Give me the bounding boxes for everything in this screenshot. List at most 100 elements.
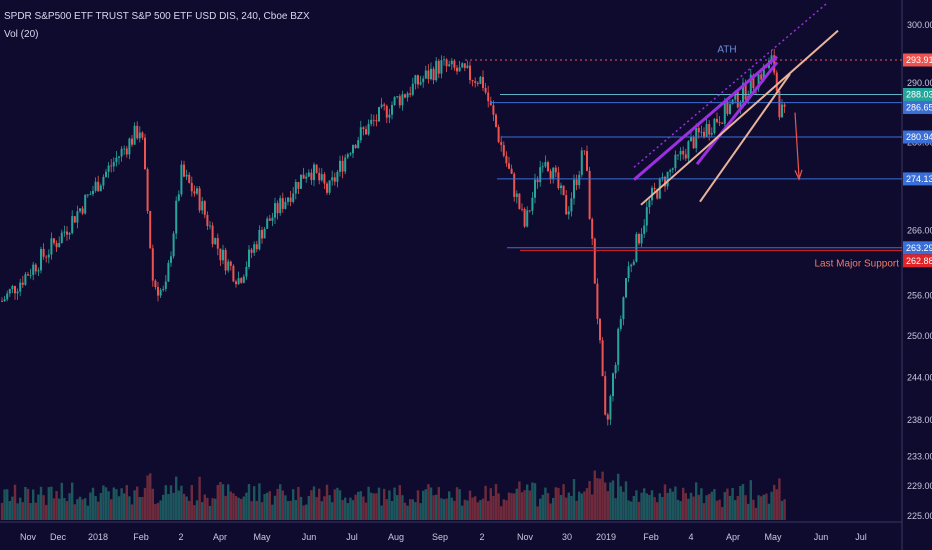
volume-bar: [52, 498, 56, 520]
candle-body: [235, 281, 237, 285]
volume-bar: [349, 497, 352, 520]
candle-body: [739, 101, 742, 108]
volume-bar: [331, 502, 334, 520]
volume-bar: [11, 496, 14, 520]
candle-body: [141, 132, 144, 138]
time-axis-tick: Apr: [213, 532, 227, 542]
volume-bar: [513, 493, 516, 520]
volume-bar: [567, 492, 570, 520]
volume-bar: [325, 484, 329, 520]
candle-body: [401, 94, 404, 106]
candle-body: [612, 373, 614, 397]
candle-body: [375, 120, 378, 122]
price-axis-tick: 256.00: [907, 291, 932, 301]
volume-bar: [575, 500, 578, 520]
candle-body: [619, 319, 622, 329]
candle-body: [315, 164, 318, 173]
volume-bar: [609, 482, 612, 520]
volume-bar: [721, 506, 724, 520]
volume-bar: [26, 488, 30, 520]
volume-bar: [650, 490, 654, 520]
volume-bar: [253, 486, 256, 520]
candle-body: [661, 176, 664, 179]
candle-body: [300, 174, 302, 189]
candle-body: [162, 288, 165, 291]
candle-body: [497, 126, 500, 142]
volume-bar: [211, 498, 214, 520]
candle-body: [40, 248, 42, 271]
volume-bar: [107, 491, 110, 520]
candle-body: [458, 67, 461, 72]
volume-bar: [16, 503, 19, 520]
candle-body: [770, 55, 773, 61]
candle-body: [128, 138, 131, 155]
volume-bar: [266, 492, 269, 520]
candle-body: [653, 187, 656, 190]
price-level-tag: [903, 100, 932, 114]
volume-bar: [172, 492, 175, 520]
volume-bar: [359, 491, 362, 520]
candle-body: [580, 150, 583, 175]
candle-body: [599, 318, 601, 341]
price-level-tag-label: 288.03: [906, 89, 932, 99]
candle-body: [500, 141, 503, 145]
candle-body: [450, 60, 453, 65]
candle-body: [385, 105, 388, 118]
time-axis-tick: 4: [688, 532, 693, 542]
candle-body: [133, 125, 136, 145]
volume-bar: [531, 482, 534, 520]
candle-body: [684, 154, 687, 159]
candle-body: [534, 179, 536, 198]
volume-bar: [312, 486, 316, 520]
volume-bar: [247, 484, 251, 520]
volume-bar: [406, 505, 409, 520]
volume-bar: [255, 500, 258, 520]
candle-body: [216, 238, 219, 249]
volume-bar: [617, 473, 620, 520]
volume-bar: [0, 503, 4, 520]
volume-bar: [544, 487, 547, 520]
candle-body: [677, 154, 679, 156]
volume-bar: [346, 503, 349, 520]
price-axis-tick: 229.00: [907, 481, 932, 491]
candle-body: [339, 160, 341, 172]
volume-bar: [149, 473, 152, 520]
volume-bar: [497, 493, 500, 520]
volume-bar: [383, 488, 386, 520]
volume-bar: [554, 487, 557, 520]
volume-bar: [112, 487, 115, 520]
volume-bar: [505, 500, 508, 520]
volume-bar: [232, 493, 235, 520]
candle-body: [690, 136, 692, 142]
candle-body: [63, 231, 66, 233]
candle-body: [255, 244, 258, 250]
volume-bar: [367, 486, 370, 520]
volume-bar: [159, 500, 162, 520]
candle-body: [742, 82, 744, 102]
volume-bar: [271, 504, 274, 520]
volume-bar: [692, 496, 695, 520]
volume-bar: [580, 493, 583, 520]
volume-bar: [336, 487, 339, 520]
candle-body: [575, 179, 578, 186]
time-axis-tick: Nov: [517, 532, 534, 542]
candle-body: [557, 172, 560, 189]
volume-bar: [198, 476, 201, 520]
candle-body: [440, 60, 443, 74]
volume-bar: [302, 505, 305, 520]
candle-body: [445, 59, 448, 67]
volume-bar: [767, 503, 771, 520]
candle-body: [775, 72, 778, 92]
volume-bar: [279, 484, 282, 520]
volume-bar: [479, 500, 482, 520]
price-axis-tick: 300.00: [907, 20, 932, 30]
volume-bar: [50, 486, 53, 520]
candle-body: [344, 157, 347, 172]
volume-bar: [162, 494, 165, 520]
time-axis-tick: Dec: [50, 532, 67, 542]
candle-body: [196, 188, 198, 194]
volume-bar: [151, 488, 154, 520]
candle-body: [372, 119, 375, 121]
candle-body: [341, 160, 344, 172]
